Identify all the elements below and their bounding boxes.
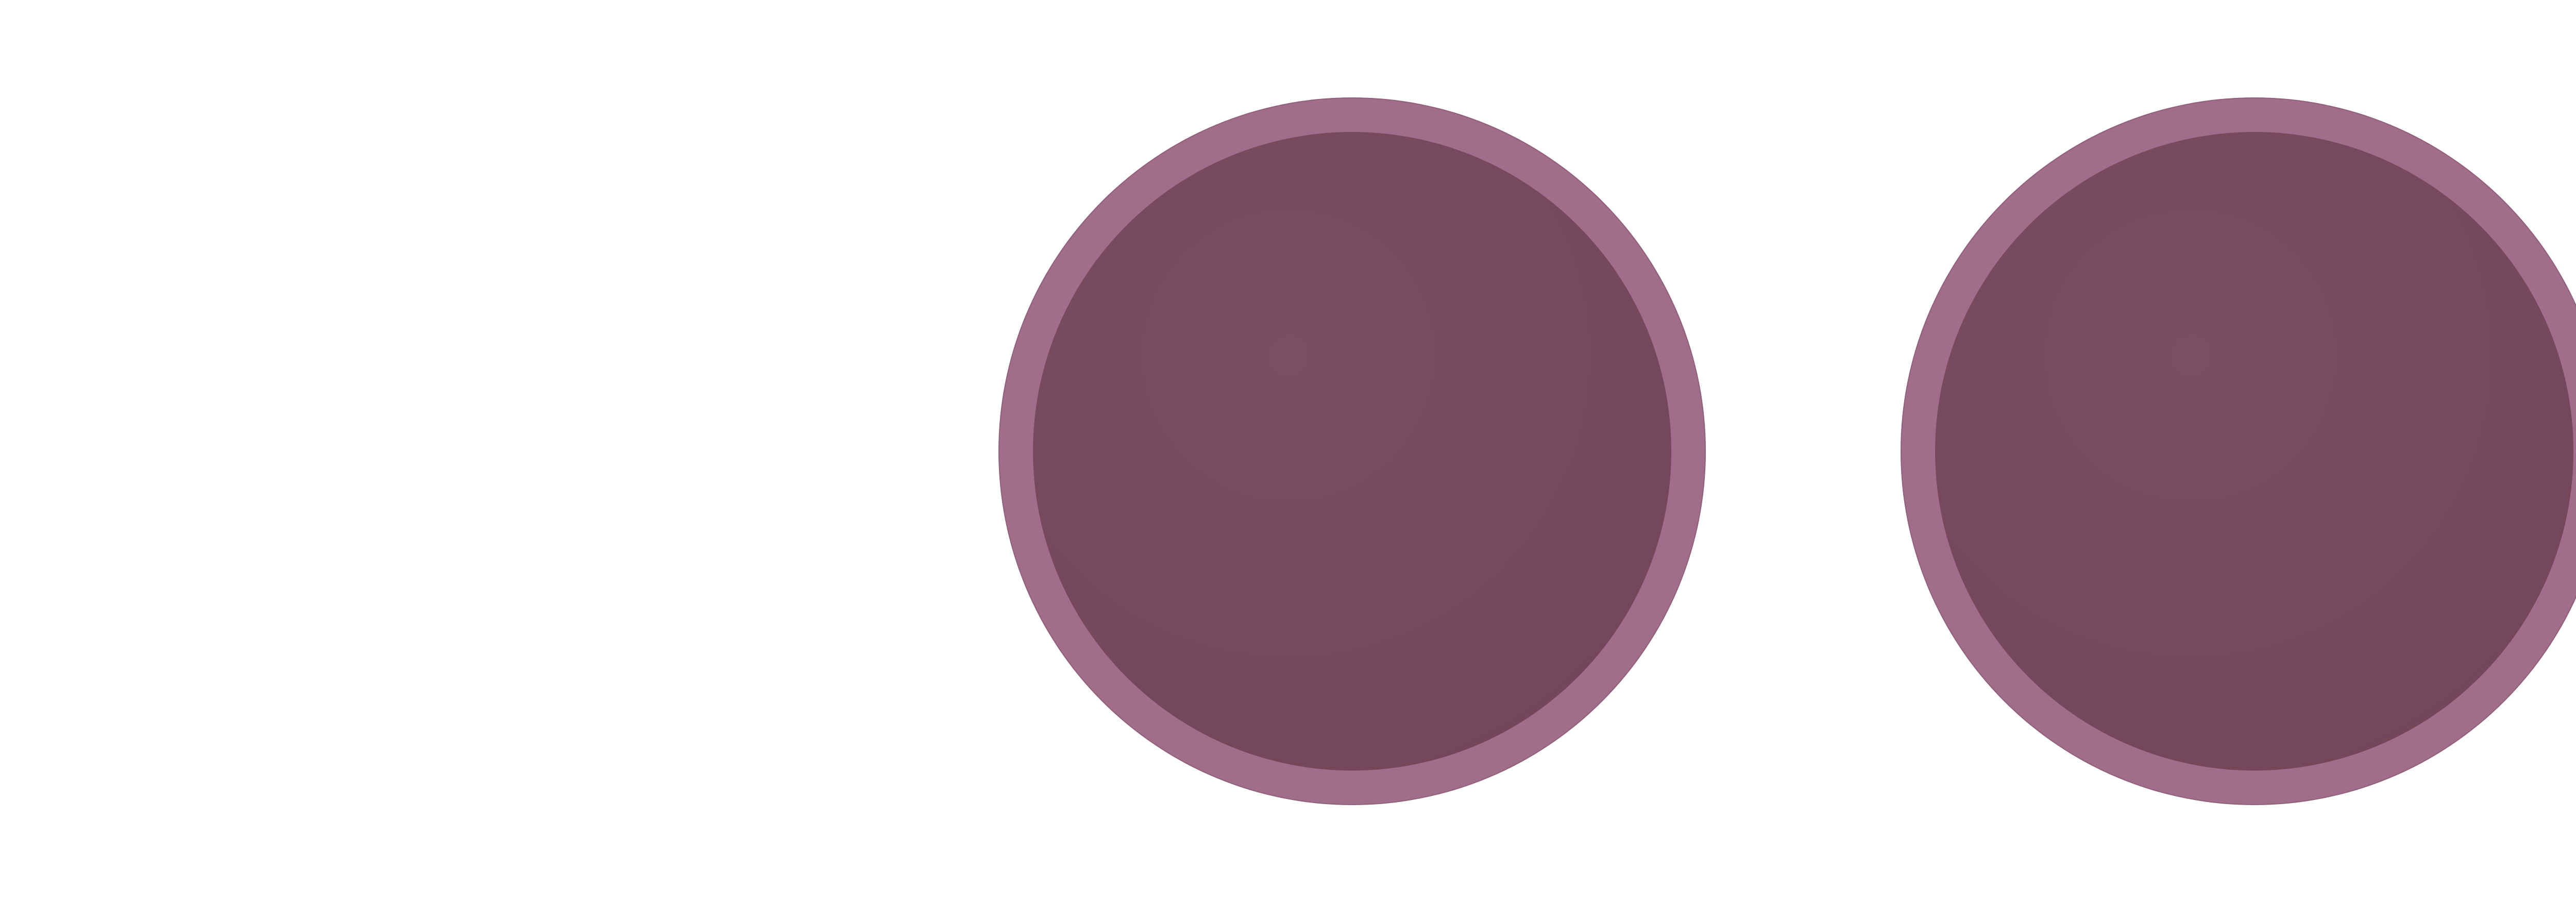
disc-2-inner	[1935, 132, 2573, 771]
disc-1	[998, 97, 1706, 805]
disc-1-inner	[1033, 132, 1671, 771]
empty-slot	[97, 97, 805, 805]
disc-2	[1901, 97, 2576, 805]
